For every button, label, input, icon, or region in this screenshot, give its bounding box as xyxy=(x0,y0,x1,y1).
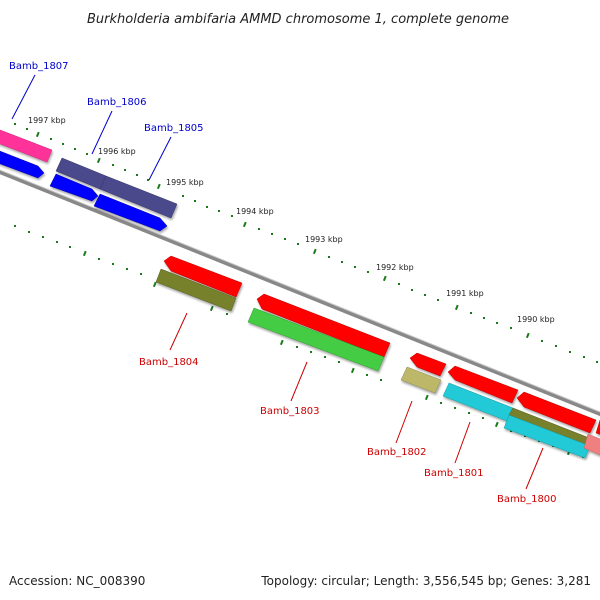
scale-ticks-outer xyxy=(14,123,598,363)
chromosome-backbone xyxy=(0,169,600,417)
scale-label-1991: 1991 kbp xyxy=(446,289,484,298)
scale-label-1994: 1994 kbp xyxy=(236,207,274,216)
gene-label-bamb-1803[interactable]: Bamb_1803 xyxy=(260,406,320,417)
scale-label-1990: 1990 kbp xyxy=(517,315,555,324)
genes-forward xyxy=(0,128,178,232)
scale-label-1992: 1992 kbp xyxy=(376,263,414,272)
gene-bamb-1806-blue-arrow[interactable] xyxy=(49,173,99,202)
gene-label-bamb-1802[interactable]: Bamb_1802 xyxy=(367,447,427,458)
gene-bamb-1800-red-arrow[interactable] xyxy=(516,391,597,434)
gene-bamb-1801-red-arrow[interactable] xyxy=(447,365,519,404)
gene-bamb-1805-blue-arrow[interactable] xyxy=(93,193,168,232)
scale-label-1996: 1996 kbp xyxy=(98,147,136,156)
scale-label-1995: 1995 kbp xyxy=(166,178,204,187)
gene-label-bamb-1804[interactable]: Bamb_1804 xyxy=(139,357,199,368)
gene-bamb-1803-arrow[interactable] xyxy=(247,307,385,372)
gene-labels-top: Bamb_1807 Bamb_1806 Bamb_1805 xyxy=(9,61,204,134)
gene-labels-bottom: Bamb_1804 Bamb_1803 Bamb_1802 Bamb_1801 … xyxy=(139,357,557,505)
gene-bamb-1805-arrow[interactable] xyxy=(99,175,178,219)
gene-label-bamb-1807[interactable]: Bamb_1807 xyxy=(9,61,69,72)
gene-bamb-1802-arrow[interactable] xyxy=(400,366,442,394)
gene-bamb-1803-red-arrow[interactable] xyxy=(256,293,391,358)
label-leaders-top xyxy=(11,74,172,181)
gene-bamb-1800-arrow[interactable] xyxy=(503,414,591,459)
accession-text: Accession: NC_008390 xyxy=(9,574,145,588)
gene-bamb-1804-red-arrow[interactable] xyxy=(163,255,243,298)
gene-bamb-1804-arrow[interactable] xyxy=(155,268,237,312)
gene-next-pink-arrow[interactable] xyxy=(583,433,600,458)
scale-labels: 1997 kbp 1996 kbp 1995 kbp 1994 kbp 1993… xyxy=(28,116,555,324)
label-leaders-bottom xyxy=(169,312,544,490)
scale-ticks-inner xyxy=(14,225,584,458)
gene-label-bamb-1805[interactable]: Bamb_1805 xyxy=(144,123,204,134)
scale-label-1993: 1993 kbp xyxy=(305,235,343,244)
genes-reverse xyxy=(155,255,600,459)
gene-bamb-1807-blue-arrow[interactable] xyxy=(0,148,45,179)
gene-label-bamb-1806[interactable]: Bamb_1806 xyxy=(87,97,147,108)
gene-bamb-1802-red-arrow[interactable] xyxy=(409,352,447,377)
map-title: Burkholderia ambifaria AMMD chromosome 1… xyxy=(87,12,509,27)
scale-label-1997: 1997 kbp xyxy=(28,116,66,125)
gene-next-red-arrow[interactable] xyxy=(595,419,600,437)
gene-label-bamb-1801[interactable]: Bamb_1801 xyxy=(424,468,484,479)
genome-summary-text: Topology: circular; Length: 3,556,545 bp… xyxy=(260,574,591,588)
gene-bamb-1807-arrow[interactable] xyxy=(0,128,53,163)
gene-label-bamb-1800[interactable]: Bamb_1800 xyxy=(497,494,557,505)
